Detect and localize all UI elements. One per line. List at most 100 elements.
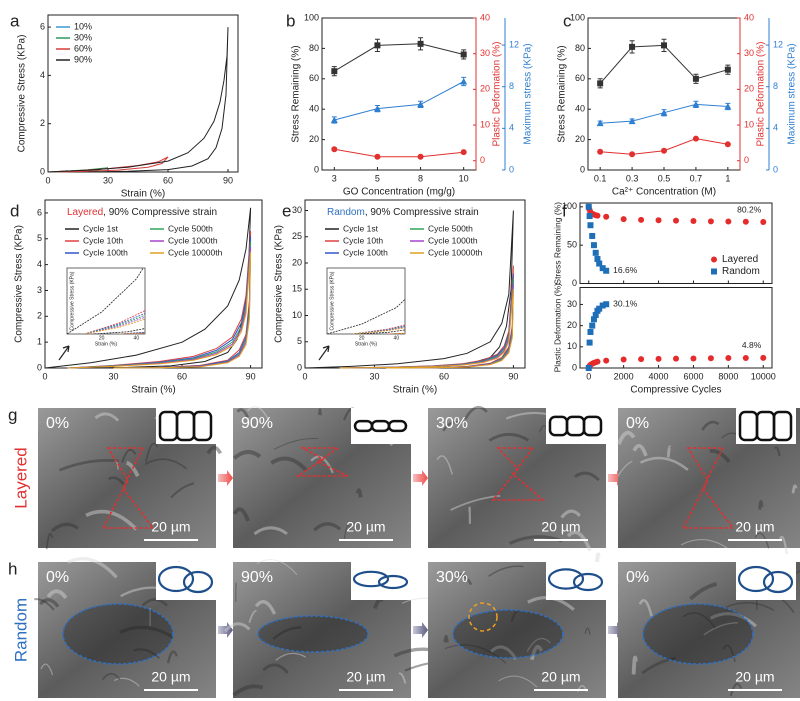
panel-letter: h [8,559,17,578]
y-tick-label: 1 [37,337,42,347]
sem-texture [206,445,223,455]
sem-texture [145,442,159,463]
sem-texture [232,684,264,697]
cartoon-cell [737,565,775,593]
y-tick-label: 12 [773,39,783,49]
x-tick-label: 2000 [614,371,634,381]
transition-arrow [218,622,233,638]
cartoon-box [546,408,606,444]
x-tick-label: 60 [163,175,173,185]
scale-label: 20 µm [541,669,580,685]
legend-label: 30% [74,32,92,42]
point [690,218,697,225]
y-tick-label: 0 [773,164,778,174]
y-tick-label: 0 [572,362,577,372]
point [628,117,636,125]
sem-texture [436,455,453,475]
point [594,255,601,262]
point [603,267,610,274]
y-tick-label: 60 [575,73,585,83]
strain-label: 0% [626,569,649,586]
point [597,148,604,155]
legend-label: Cycle 10th [83,235,123,245]
y-tick-label: 6 [37,207,42,217]
x-axis-label: Ca²⁺ Concentration (M) [612,187,716,198]
outline [681,447,735,529]
sem-texture [398,672,407,684]
y2-axis-label: Plastic Deformation (%) [492,41,503,146]
y-tick-label: 0 [37,362,42,372]
legend-label: Cycle 10000th [428,247,483,257]
inset-tick-label: 20 [359,335,365,341]
curve [334,81,464,121]
y-tick-label: 0 [580,164,585,174]
sem-texture [680,539,728,549]
legend-label: Cycle 100th [83,247,128,257]
point [590,316,597,323]
scale-label: 20 µm [346,519,385,535]
end-label: 4.8% [742,340,762,350]
y-tick-label: 0 [297,362,302,372]
sem-texture [67,557,118,579]
sem-texture [560,509,581,519]
y-tick-label: 2 [37,311,42,321]
sem-texture [58,459,119,472]
x-tick-label: 60 [177,371,187,381]
legend-label: Cycle 1st [83,223,119,233]
x-tick-label: 90 [246,371,256,381]
x-tick-label: 3 [332,173,337,183]
curve [67,251,252,369]
sem-texture [273,437,319,450]
y-tick-label: 50 [567,240,577,250]
point [724,102,732,110]
sem-texture [119,625,174,639]
y-axis-label: Stress Remaining (%) [552,202,562,285]
y-tick-label: 10 [480,119,490,129]
point [589,232,596,239]
point [594,212,601,219]
point [724,141,731,148]
point [460,51,467,58]
point [638,216,645,223]
scale-label: 20 µm [735,669,774,685]
end-label: 30.1% [613,298,638,308]
y-tick-label: 80 [575,43,585,53]
y-tick-label: 100 [562,201,577,211]
sem-texture [617,460,633,477]
point [330,116,338,124]
point [585,365,592,371]
panel-letter: e [282,201,291,220]
x-axis-label: Strain (%) [393,385,437,396]
point [742,218,749,225]
x-tick-label: 6000 [683,371,703,381]
y-tick-label: 10 [292,310,302,320]
x-tick-label: 0 [42,371,47,381]
y-tick-label: 20 [292,257,302,267]
point [592,312,599,319]
y-tick-label: 4 [509,123,514,133]
sem-texture [232,507,250,522]
x-tick-label: 1 [725,173,730,183]
x-tick-label: 4000 [649,371,669,381]
strain-label: 90% [241,569,273,586]
point [417,40,424,47]
micrograph: 30% 20 µm [428,405,606,552]
strain-label: 0% [46,569,69,586]
y-tick-label: 4 [773,123,778,133]
point [690,355,697,362]
point [692,100,700,108]
x-tick-label: 0.1 [594,173,607,183]
point [594,358,601,365]
sem-texture [232,449,262,460]
y-axis-label: Compressive Stress (KPa) [14,225,25,343]
point [592,249,599,256]
sem-texture [373,597,385,610]
point [589,322,596,329]
point [599,265,606,272]
y-tick-label: 30 [567,299,577,309]
micrograph: 30% 20 µm [428,552,606,698]
cartoon-cell [772,410,793,442]
y-tick-label: 2 [40,118,45,128]
y-tick-label: 15 [292,284,302,294]
